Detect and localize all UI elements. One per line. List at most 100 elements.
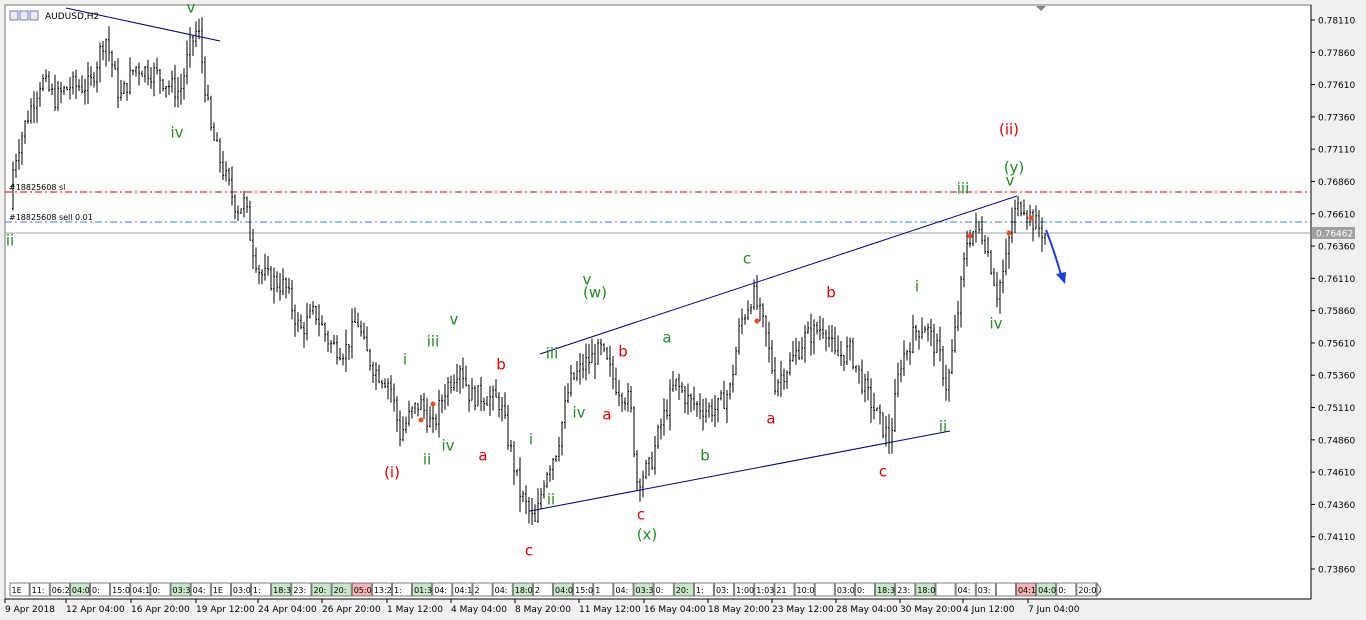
wave-label: b [496,356,506,374]
time-box-label: 23: [897,586,910,595]
time-box-label: 18:00 [515,586,538,595]
time-box-label: 04:15 [1018,586,1041,595]
x-tick-label: 23 May 12:00 [772,605,834,615]
time-box [69,582,90,597]
time-box-label: 1 [595,586,600,595]
time-box [472,582,493,597]
time-box [110,582,131,597]
y-tick-label: 0.78110 [1318,17,1355,27]
wave-label: iv [989,315,1002,333]
time-box-label: 11: [32,586,45,595]
window-menu-icon [9,10,19,21]
time-box [190,582,211,597]
time-box-label: 03:30 [636,586,659,595]
wave-label: a [602,406,611,424]
y-tick-label: 0.75860 [1318,307,1355,317]
time-box [392,582,412,597]
time-box [251,582,272,597]
trade-marker-icon [967,233,973,239]
time-box-label: 1E [12,586,22,595]
time-box [150,582,171,597]
x-tick-label: 12 Apr 04:00 [66,605,125,615]
time-box [955,582,976,597]
time-box [593,582,614,597]
restore-icon [29,10,39,21]
trendline-upper-left [65,7,221,42]
wave-label: iv [441,437,454,455]
time-box [210,582,231,597]
time-box-label: 0: [857,586,865,595]
arrow-head-icon [1056,272,1066,284]
x-tick-label: 7 Jun 04:00 [1028,605,1080,615]
time-box-label: 04: [193,586,206,595]
y-tick-label: 0.77110 [1318,146,1355,156]
sell-order-label: #18825608 sell 0.01 [9,213,93,222]
time-box-label: 04:00 [72,586,95,595]
time-box-label: 18:3 [273,586,291,595]
y-tick-label: 0.77860 [1318,49,1355,59]
time-box-label: 20:00 [1078,586,1101,595]
y-tick-label: 0.76860 [1318,178,1355,188]
trade-marker-icon [754,318,760,324]
time-box [291,582,312,597]
wave-label: v [583,271,592,289]
time-box [492,582,513,597]
time-box-label: 06:2 [52,586,70,595]
wave-label: a [478,447,487,465]
channel-lower-line [529,430,951,512]
time-box-label: 1:00 [736,586,754,595]
time-box [714,582,735,597]
time-box-label: 04: [434,586,447,595]
wave-label: b [826,284,836,302]
time-box [975,582,996,597]
trade-marker-icon [430,401,436,407]
x-tick-label: 26 Apr 20:00 [322,605,381,615]
wave-label: ii [423,451,431,469]
time-box-label: 18:00 [917,586,940,595]
time-box-label: 2 [474,586,479,595]
time-box-label: 20: [676,586,689,595]
y-tick-label: 0.75610 [1318,339,1355,349]
y-tick-label: 0.76110 [1318,275,1355,285]
x-tick-label: 18 May 20:00 [708,605,770,615]
time-box-label: 03:00 [233,586,256,595]
y-tick-label: 0.74610 [1318,469,1355,479]
time-box-label: 13:20 [374,586,397,595]
time-box [794,582,815,597]
time-box-label: 03:30 [173,586,196,595]
time-box [774,582,795,597]
wave-label: b [618,343,628,361]
time-box [814,582,835,597]
y-tick-label: 0.77360 [1318,113,1355,123]
y-tick-label: 0.76610 [1318,210,1355,220]
time-box [1036,582,1057,597]
y-tick-label: 0.73860 [1318,566,1355,576]
x-tick-label: 1 May 12:00 [387,605,443,615]
time-box [1076,582,1097,597]
wave-label: v [450,311,459,329]
scroll-right-icon [1096,581,1102,598]
time-box [734,582,755,597]
stop-loss-label: #18825608 sl [9,183,65,192]
time-box [130,582,151,597]
wave-label: (y) [1004,159,1025,177]
x-tick-label: 28 May 04:00 [836,605,898,615]
time-box [935,582,956,597]
time-box-label: 0: [92,586,100,595]
wave-label: iii [427,333,440,351]
time-box [834,582,855,597]
time-box-label: 18:3 [877,586,895,595]
x-tick-label: 11 May 12:00 [579,605,641,615]
y-tick-label: 0.74110 [1318,533,1355,543]
time-box [351,582,372,597]
x-tick-label: 16 Apr 20:00 [131,605,190,615]
y-tick-label: 0.75110 [1318,404,1355,414]
wave-label: c [743,250,751,268]
time-box [271,582,292,597]
time-box-label: 03: [978,586,991,595]
shift-marker-icon [1036,6,1046,11]
time-box [311,582,332,597]
wave-label: i [529,431,533,449]
